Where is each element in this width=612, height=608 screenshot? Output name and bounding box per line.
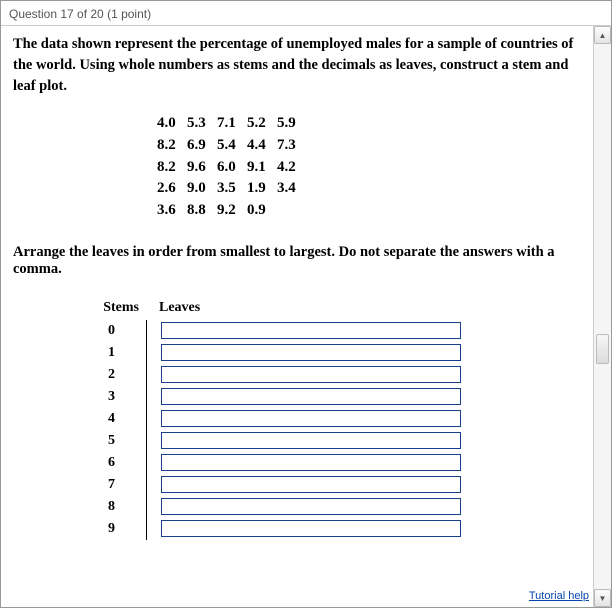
stem-row-4: 4 (91, 408, 581, 430)
stem-row-9: 9 (91, 518, 581, 540)
stem-label: 0 (91, 320, 147, 342)
instruction-text: Arrange the leaves in order from smalles… (13, 244, 581, 278)
data-row: 2.6 9.0 3.5 1.9 3.4 (157, 180, 296, 196)
stem-label: 3 (91, 386, 147, 408)
main-content: The data shown represent the percentage … (1, 26, 593, 607)
stem-row-2: 2 (91, 364, 581, 386)
stem-label: 1 (91, 342, 147, 364)
stem-row-1: 1 (91, 342, 581, 364)
data-values: 4.0 5.3 7.1 5.2 5.9 8.2 6.9 5.4 4.4 7.3 … (157, 113, 437, 222)
scroll-up-icon[interactable]: ▲ (594, 26, 611, 44)
stem-leaf-table: Stems Leaves 0 1 2 3 (91, 300, 581, 540)
data-row: 4.0 5.3 7.1 5.2 5.9 (157, 115, 296, 131)
leaf-input-0[interactable] (161, 322, 461, 339)
stem-row-7: 7 (91, 474, 581, 496)
leaf-input-3[interactable] (161, 388, 461, 405)
stem-row-3: 3 (91, 386, 581, 408)
scroll-track[interactable] (594, 44, 611, 589)
vertical-scrollbar[interactable]: ▲ ▼ (593, 26, 611, 607)
stem-label: 7 (91, 474, 147, 496)
stem-label: 5 (91, 430, 147, 452)
stem-leaf-header: Stems Leaves (91, 300, 581, 316)
stem-label: 8 (91, 496, 147, 518)
leaf-input-9[interactable] (161, 520, 461, 537)
stem-row-5: 5 (91, 430, 581, 452)
stem-label: 6 (91, 452, 147, 474)
data-row: 8.2 9.6 6.0 9.1 4.2 (157, 159, 296, 175)
leaf-input-1[interactable] (161, 344, 461, 361)
content-row: The data shown represent the percentage … (1, 26, 611, 607)
question-prompt: The data shown represent the percentage … (13, 34, 581, 97)
leaf-input-2[interactable] (161, 366, 461, 383)
data-row: 3.6 8.8 9.2 0.9 (157, 202, 266, 218)
stems-header: Stems (91, 300, 147, 316)
scroll-thumb[interactable] (596, 334, 609, 364)
stem-label: 4 (91, 408, 147, 430)
stem-row-0: 0 (91, 320, 581, 342)
leaf-input-5[interactable] (161, 432, 461, 449)
stem-row-6: 6 (91, 452, 581, 474)
leaf-input-6[interactable] (161, 454, 461, 471)
stem-label: 9 (91, 518, 147, 540)
data-row: 8.2 6.9 5.4 4.4 7.3 (157, 137, 296, 153)
question-header: Question 17 of 20 (1 point) (1, 1, 611, 26)
leaves-header: Leaves (147, 300, 200, 316)
stem-row-8: 8 (91, 496, 581, 518)
leaf-input-4[interactable] (161, 410, 461, 427)
stem-label: 2 (91, 364, 147, 386)
leaf-input-7[interactable] (161, 476, 461, 493)
question-frame: Question 17 of 20 (1 point) The data sho… (0, 0, 612, 608)
leaf-input-8[interactable] (161, 498, 461, 515)
tutorial-help-link[interactable]: Tutorial help (529, 590, 589, 602)
scroll-down-icon[interactable]: ▼ (594, 589, 611, 607)
